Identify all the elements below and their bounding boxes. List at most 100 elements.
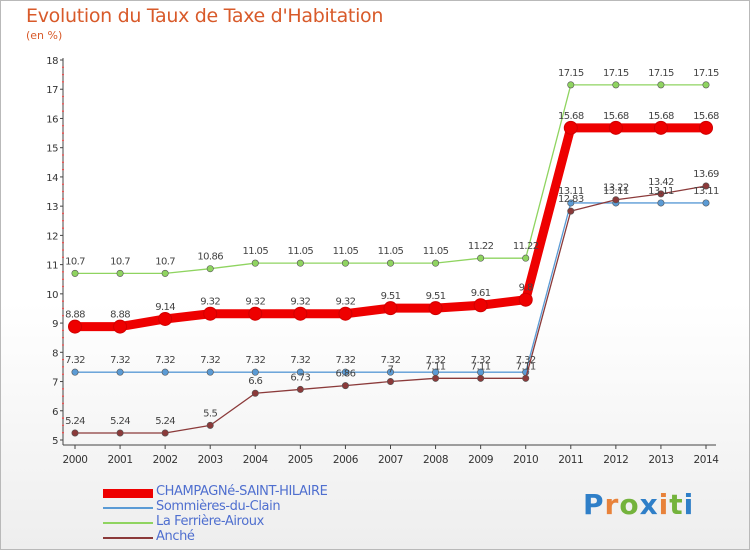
y-tick-label: 17 <box>46 85 58 96</box>
y-tick-label: 9 <box>52 319 58 330</box>
data-label: 5.24 <box>65 416 85 427</box>
data-label: 9.61 <box>471 288 491 299</box>
x-tick-label: 2014 <box>693 454 719 466</box>
y-minor-tick <box>62 336 64 339</box>
data-label: 15.68 <box>648 111 674 122</box>
data-point <box>702 199 710 207</box>
data-point <box>699 120 713 135</box>
data-label: 11.05 <box>423 246 449 257</box>
data-point <box>612 81 620 89</box>
x-tick-label: 2006 <box>333 454 359 466</box>
data-point <box>248 306 263 321</box>
data-label: 8.88 <box>110 310 130 321</box>
legend-swatch <box>103 537 153 539</box>
logo-letter: t <box>669 488 684 521</box>
data-point <box>206 368 214 376</box>
data-label: 15.68 <box>693 111 719 122</box>
data-point <box>251 259 259 267</box>
data-label: 13.11 <box>693 186 719 197</box>
data-point <box>567 207 575 215</box>
data-label: 12.83 <box>558 194 584 205</box>
y-minor-tick <box>62 307 64 310</box>
y-minor-tick <box>62 300 64 303</box>
y-tick-label: 18 <box>46 56 58 67</box>
y-tick-label: 7 <box>52 378 58 389</box>
x-tick-label: 2012 <box>603 454 628 466</box>
data-label: 7.11 <box>516 361 536 372</box>
data-point <box>383 301 398 316</box>
y-minor-tick <box>62 278 64 281</box>
y-minor-tick <box>62 197 64 200</box>
y-minor-tick <box>62 154 64 156</box>
data-label: 7.32 <box>381 355 401 366</box>
legend-label: La Ferrière-Airoux <box>156 514 264 529</box>
data-label: 7.32 <box>200 355 220 366</box>
data-point <box>113 319 128 334</box>
data-point <box>296 385 304 393</box>
data-point <box>71 368 79 376</box>
data-point <box>386 259 394 267</box>
data-label: 13.22 <box>603 183 629 194</box>
y-tick-label: 6 <box>52 407 58 418</box>
y-minor-tick <box>62 329 64 332</box>
data-label: 17.15 <box>693 68 719 79</box>
y-tick-label: 14 <box>46 173 58 184</box>
data-label: 9.32 <box>200 297 220 308</box>
y-minor-tick <box>62 387 64 390</box>
data-label: 7.11 <box>471 361 491 372</box>
data-point <box>71 269 79 277</box>
y-minor-tick <box>62 219 64 222</box>
data-label: 7.32 <box>516 355 536 366</box>
data-label: 5.24 <box>155 416 175 427</box>
data-point <box>116 429 124 437</box>
data-label: 15.68 <box>603 111 629 122</box>
x-tick-label: 2000 <box>62 454 87 466</box>
data-point <box>653 120 668 135</box>
y-tick-label: 10 <box>46 290 58 301</box>
data-point <box>432 259 440 267</box>
data-label: 13.11 <box>558 186 584 197</box>
data-point <box>251 389 259 397</box>
data-point <box>161 368 169 376</box>
data-point <box>702 81 710 89</box>
y-minor-tick <box>62 139 64 142</box>
y-minor-tick <box>62 256 64 259</box>
y-minor-tick <box>62 373 64 376</box>
y-minor-tick <box>62 227 64 229</box>
y-minor-tick <box>62 402 64 405</box>
data-label: 11.05 <box>242 246 268 257</box>
series-line-1 <box>74 202 707 373</box>
logo-letter: r <box>604 488 620 521</box>
y-minor-tick <box>62 271 64 273</box>
data-point <box>338 306 353 321</box>
data-label: 9.14 <box>155 302 175 313</box>
data-point <box>477 254 485 262</box>
data-label: 13.11 <box>603 186 629 197</box>
y-tick-label: 12 <box>46 231 58 242</box>
data-label: 11.05 <box>288 246 314 257</box>
data-point <box>657 199 665 207</box>
data-point <box>657 81 665 89</box>
x-tick-label: 2013 <box>648 454 673 466</box>
data-label: 13.42 <box>648 177 674 188</box>
data-label: 7 <box>388 365 394 376</box>
data-point <box>116 269 124 277</box>
data-label: 5.5 <box>203 408 217 419</box>
data-point <box>296 259 304 267</box>
y-minor-tick <box>62 417 64 419</box>
data-point <box>702 182 710 190</box>
logo-letter: P <box>583 488 605 521</box>
data-point <box>518 292 533 307</box>
data-label: 7.32 <box>471 355 491 366</box>
y-minor-tick <box>62 132 64 134</box>
data-point <box>473 298 488 313</box>
data-point <box>68 319 82 334</box>
data-label: 17.15 <box>603 68 629 79</box>
logo-letter: o <box>619 488 640 521</box>
data-label: 7.11 <box>426 361 446 372</box>
data-label: 13.11 <box>648 186 674 197</box>
chart-title: Evolution du Taux de Taxe d'Habitation <box>26 5 384 27</box>
y-minor-tick <box>62 249 64 251</box>
legend-label: CHAMPAGNé-SAINT-HILAIRE <box>156 484 328 499</box>
y-tick-label: 16 <box>46 114 58 125</box>
